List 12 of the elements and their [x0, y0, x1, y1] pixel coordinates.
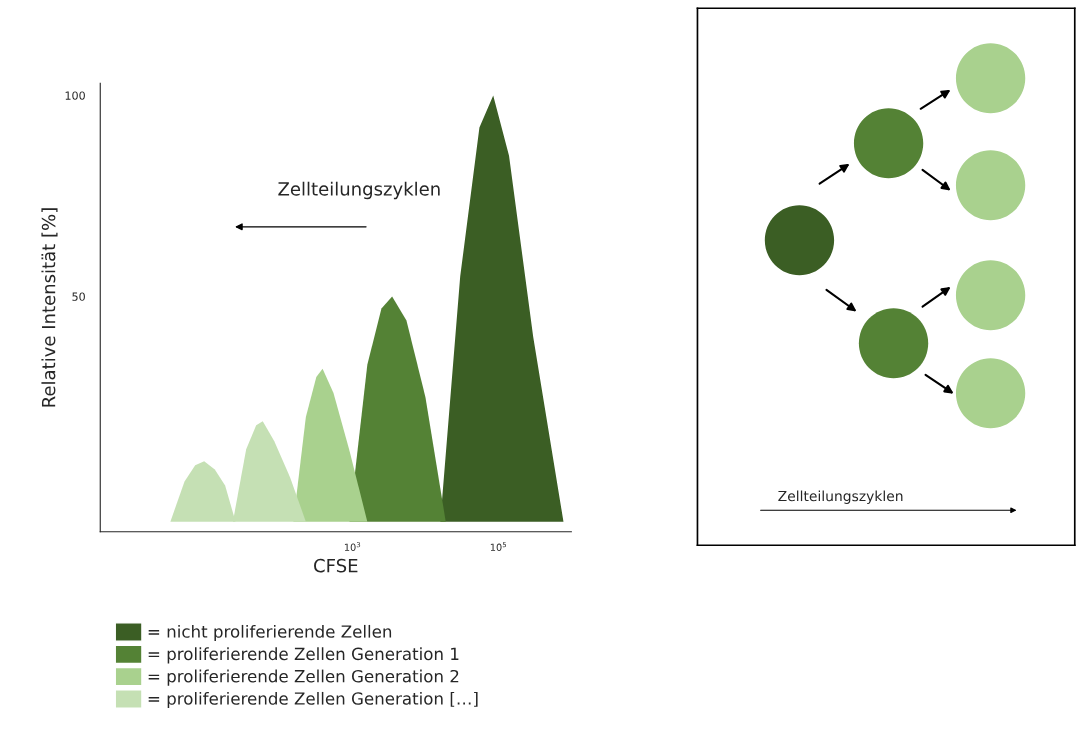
y-tick-label: 100 [65, 91, 85, 100]
legend-label: = proliferierende Zellen Generation […] [148, 691, 478, 709]
x-axis-title: CFSE [314, 558, 358, 573]
legend-label: = nicht proliferierende Zellen [148, 624, 392, 642]
annotation: Zellteilungszyklen [278, 181, 440, 200]
legend-label: = proliferierende Zellen Generation 2 [148, 669, 459, 686]
x-tick-label: 10$^{3}$ [344, 542, 361, 551]
y-tick-label: 50 [72, 292, 85, 301]
x-tick-label: 10$^{5}$ [490, 542, 507, 551]
text: Zellteilungszyklen [778, 490, 903, 504]
y-axis-title: Relative Intensität [%] [41, 208, 58, 407]
legend-label: = proliferierende Zellen Generation 1 [148, 647, 459, 664]
